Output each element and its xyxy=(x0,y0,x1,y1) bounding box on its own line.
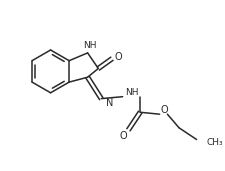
Text: O: O xyxy=(161,105,168,115)
Text: O: O xyxy=(120,131,127,141)
Text: NH: NH xyxy=(126,88,139,97)
Text: N: N xyxy=(106,97,113,108)
Text: CH₃: CH₃ xyxy=(206,138,223,147)
Text: NH: NH xyxy=(83,41,96,50)
Text: O: O xyxy=(115,52,123,62)
